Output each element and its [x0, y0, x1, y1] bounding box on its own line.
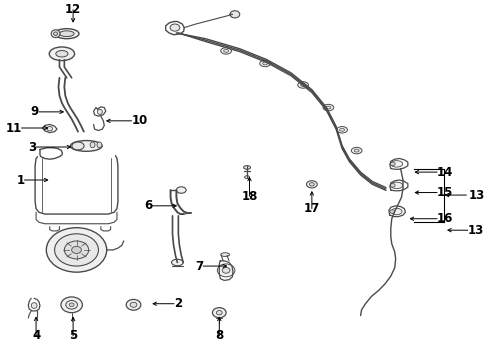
Text: 15: 15 — [437, 186, 453, 199]
Ellipse shape — [220, 48, 231, 54]
Ellipse shape — [53, 32, 57, 36]
Text: 4: 4 — [32, 329, 40, 342]
Ellipse shape — [56, 50, 68, 57]
Text: 13: 13 — [469, 189, 485, 202]
Ellipse shape — [340, 129, 344, 131]
Ellipse shape — [326, 106, 331, 109]
Ellipse shape — [223, 49, 228, 52]
Circle shape — [66, 301, 77, 309]
Circle shape — [230, 11, 240, 18]
Text: 11: 11 — [5, 122, 22, 135]
Text: 2: 2 — [174, 297, 182, 310]
Ellipse shape — [391, 161, 403, 167]
Circle shape — [218, 264, 235, 277]
Text: 14: 14 — [437, 166, 453, 179]
Ellipse shape — [323, 104, 334, 111]
Text: 6: 6 — [144, 199, 152, 212]
Ellipse shape — [72, 142, 84, 150]
Circle shape — [47, 228, 107, 272]
Text: 16: 16 — [437, 212, 453, 225]
Circle shape — [217, 311, 222, 315]
Ellipse shape — [47, 127, 52, 131]
Text: 9: 9 — [31, 105, 39, 118]
Ellipse shape — [337, 127, 347, 133]
Text: 12: 12 — [65, 3, 81, 16]
Text: 17: 17 — [304, 202, 320, 215]
Ellipse shape — [97, 142, 102, 148]
Ellipse shape — [307, 181, 317, 188]
Ellipse shape — [298, 82, 308, 88]
Text: 10: 10 — [132, 114, 148, 127]
Ellipse shape — [51, 30, 60, 38]
Circle shape — [61, 297, 82, 313]
Text: 3: 3 — [28, 140, 36, 153]
Ellipse shape — [90, 142, 95, 148]
Circle shape — [222, 267, 230, 273]
Text: 5: 5 — [69, 329, 77, 342]
Circle shape — [54, 234, 98, 266]
Ellipse shape — [172, 259, 183, 266]
Text: 18: 18 — [241, 190, 258, 203]
Ellipse shape — [391, 182, 403, 189]
Ellipse shape — [49, 47, 74, 60]
Ellipse shape — [31, 303, 37, 309]
Text: 7: 7 — [195, 260, 203, 273]
Circle shape — [126, 300, 141, 310]
Ellipse shape — [301, 84, 306, 86]
Circle shape — [391, 184, 395, 187]
Ellipse shape — [59, 31, 74, 37]
Ellipse shape — [71, 140, 102, 151]
Text: 13: 13 — [468, 224, 484, 237]
Text: 8: 8 — [215, 329, 223, 342]
Ellipse shape — [54, 29, 79, 39]
Ellipse shape — [176, 187, 186, 193]
Ellipse shape — [351, 147, 362, 154]
Ellipse shape — [392, 208, 402, 215]
Circle shape — [170, 24, 180, 31]
Circle shape — [69, 303, 74, 307]
Circle shape — [390, 210, 394, 213]
Circle shape — [213, 308, 226, 318]
Circle shape — [72, 246, 81, 253]
Text: 1: 1 — [16, 174, 24, 186]
Ellipse shape — [263, 62, 268, 65]
Ellipse shape — [98, 109, 102, 114]
Circle shape — [64, 241, 89, 259]
Ellipse shape — [220, 253, 229, 256]
Circle shape — [130, 302, 137, 307]
Ellipse shape — [309, 183, 314, 186]
Ellipse shape — [245, 176, 249, 179]
Ellipse shape — [244, 166, 250, 169]
Ellipse shape — [260, 60, 270, 67]
Circle shape — [391, 162, 395, 166]
Ellipse shape — [354, 149, 359, 152]
